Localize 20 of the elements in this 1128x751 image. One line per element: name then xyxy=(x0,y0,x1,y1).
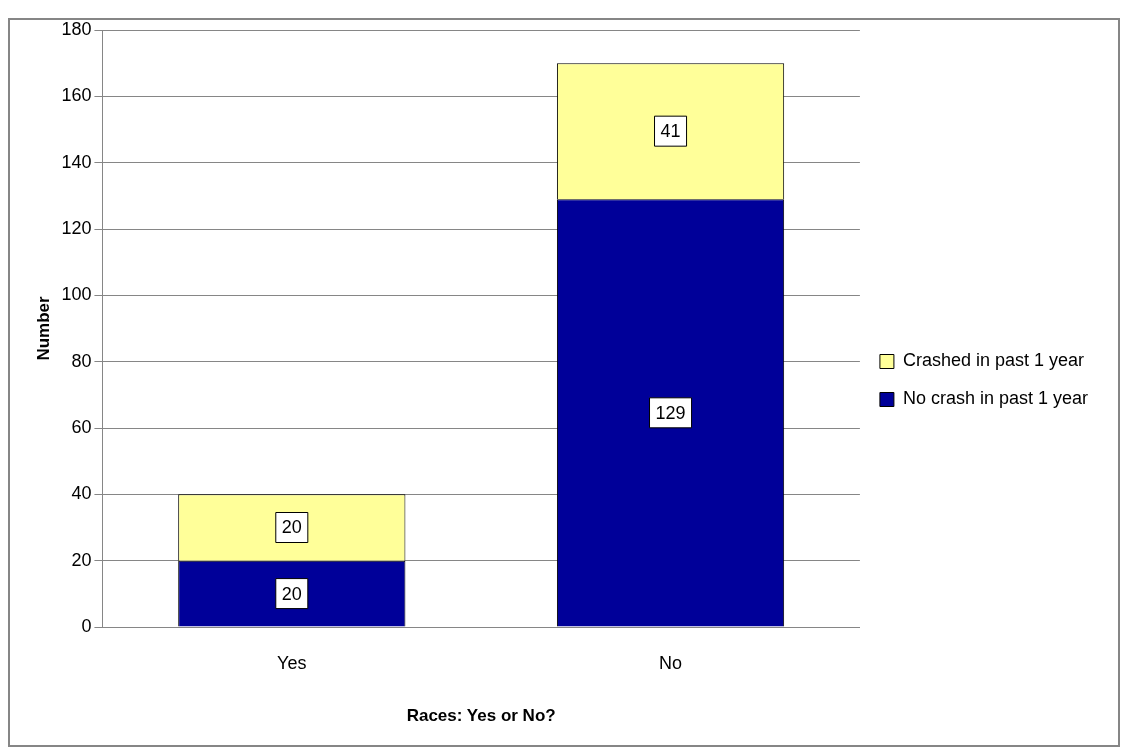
y-tick-label: 160 xyxy=(61,85,92,106)
y-tick-label: 140 xyxy=(61,151,92,172)
legend-label: No crash in past 1 year xyxy=(902,388,1089,409)
y-axis-title: Number xyxy=(33,296,53,361)
y-tick-label: 60 xyxy=(71,416,92,437)
legend-label: Crashed in past 1 year xyxy=(902,350,1085,371)
y-tick-label: 40 xyxy=(71,483,92,504)
data-label: 41 xyxy=(660,121,681,142)
x-tick-label: Yes xyxy=(277,652,307,673)
x-axis-title: Races: Yes or No? xyxy=(406,706,556,726)
y-tick-label: 120 xyxy=(61,217,92,238)
data-label: 129 xyxy=(655,402,686,423)
y-tick-label: 80 xyxy=(71,350,92,371)
y-tick-label: 20 xyxy=(71,549,92,570)
y-tick-label: 0 xyxy=(81,615,92,636)
y-tick-label: 180 xyxy=(61,18,92,39)
y-tick-label: 100 xyxy=(61,284,92,305)
x-tick-label: No xyxy=(659,652,683,673)
data-label: 20 xyxy=(281,517,302,538)
data-label: 20 xyxy=(281,583,302,604)
